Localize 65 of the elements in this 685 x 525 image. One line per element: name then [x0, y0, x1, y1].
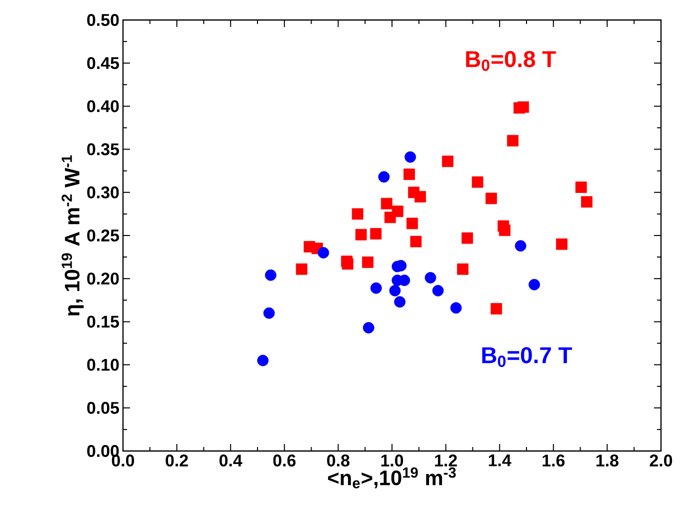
y-tick-label: 0.25 [87, 230, 120, 242]
point [432, 284, 444, 296]
point [370, 282, 382, 294]
y-tick-label: 0.00 [87, 445, 119, 457]
point [392, 206, 404, 218]
point [462, 232, 474, 244]
point [518, 101, 529, 113]
series-label: B$_{0}$=0.8 T [466, 51, 556, 71]
point [257, 354, 269, 366]
point [296, 263, 308, 275]
point [318, 247, 330, 258]
x-tick-label: 1.6 [542, 454, 565, 467]
point [575, 182, 587, 193]
point [457, 263, 468, 275]
series-label: B$_{0}$=0.7 T [482, 347, 572, 367]
x-tick-label: 0.2 [166, 454, 188, 467]
point [370, 228, 382, 240]
point [442, 156, 454, 168]
point [490, 303, 502, 314]
point [404, 168, 415, 180]
x-tick-label: 0.6 [273, 454, 296, 467]
point [355, 228, 367, 240]
point [450, 302, 462, 314]
point [263, 307, 275, 319]
y-tick-label: 0.15 [87, 316, 120, 328]
point [514, 240, 526, 252]
y-tick-label: 0.05 [87, 402, 120, 414]
y-tick-label: 0.45 [87, 57, 120, 70]
point [556, 238, 568, 250]
y-tick-label: 0.40 [87, 100, 119, 112]
y-tick-label: 0.20 [87, 272, 119, 285]
point [264, 269, 276, 281]
point [362, 256, 374, 268]
y-tick-label: 0.35 [87, 143, 120, 156]
point [528, 278, 540, 290]
x-axis-title: <n$_{e}$>,10$^{19}$ m$^{-3}$ [328, 467, 456, 488]
point [472, 176, 484, 188]
point [404, 151, 416, 163]
x-tick-label: 1.0 [381, 454, 404, 467]
point [380, 198, 392, 210]
x-tick-label: 0.4 [220, 454, 242, 467]
point [424, 272, 436, 284]
x-tick-label: 1.8 [596, 454, 618, 467]
y-tick-label: 0.30 [87, 186, 119, 198]
point [581, 196, 592, 208]
point [362, 322, 374, 334]
point [410, 236, 422, 248]
x-tick-label: 1.4 [488, 454, 512, 466]
point [389, 284, 401, 296]
y-tick-label: 0.50 [87, 14, 119, 26]
point [414, 191, 426, 202]
point [352, 208, 364, 220]
point [486, 192, 497, 204]
point [499, 224, 510, 236]
point [406, 218, 418, 230]
y-axis-title: η, 10$^{19}$ A m$^{-2}$ W$^{-1}$ [62, 155, 84, 316]
x-tick-label: 2.0 [650, 454, 672, 467]
x-tick-label: 1.2 [435, 454, 457, 466]
y-tick-label: 0.10 [87, 358, 119, 371]
point [378, 171, 390, 183]
point [394, 296, 406, 308]
x-tick-label: 0.8 [327, 454, 350, 467]
x-tick-label: 0.0 [112, 454, 134, 467]
point [342, 258, 354, 270]
point [507, 134, 518, 146]
